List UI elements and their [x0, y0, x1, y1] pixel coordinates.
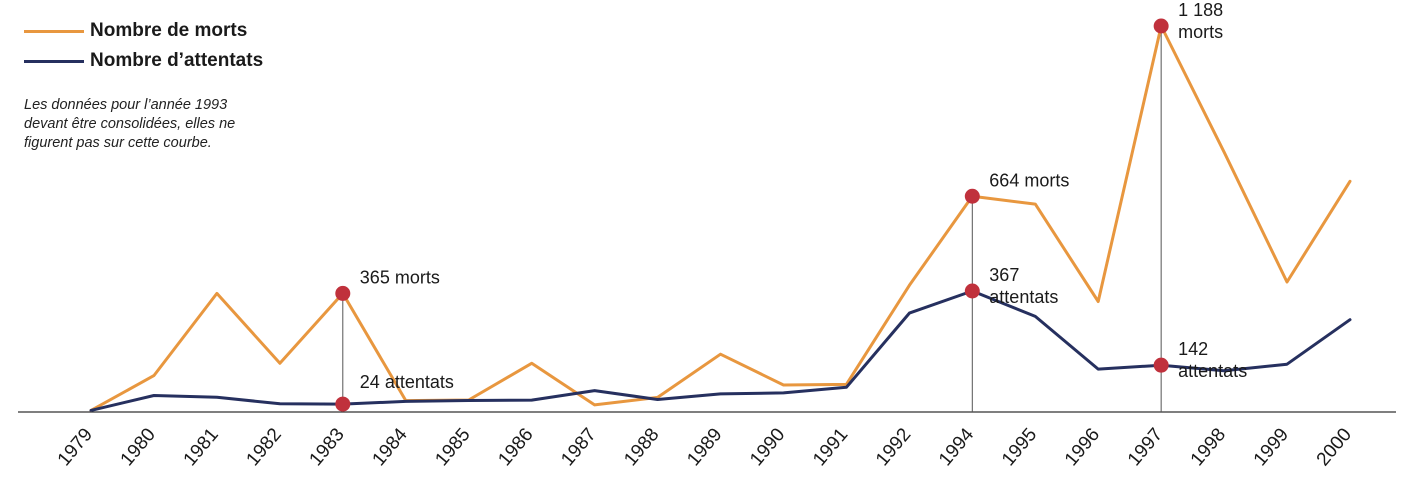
- data-label: 24 attentats: [360, 372, 454, 392]
- x-tick-label: 2000: [1313, 424, 1356, 470]
- data-label: attentats: [1178, 361, 1247, 381]
- x-tick-label: 1981: [180, 424, 223, 470]
- data-label: 664 morts: [989, 170, 1069, 190]
- x-tick-label: 1980: [117, 424, 160, 470]
- data-label: attentats: [989, 287, 1058, 307]
- data-label: 367: [989, 265, 1019, 285]
- legend: Nombre de morts Nombre d’attentats: [24, 16, 263, 76]
- x-tick-label: 1990: [746, 424, 789, 470]
- legend-swatch-deaths: [24, 29, 84, 33]
- data-label: 365 morts: [360, 267, 440, 287]
- data-label: 142: [1178, 339, 1208, 359]
- legend-item-attacks: Nombre d’attentats: [24, 46, 263, 76]
- data-label: morts: [1178, 22, 1223, 42]
- series-line-deaths: [89, 24, 1352, 412]
- x-tick-label: 1994: [935, 424, 979, 470]
- x-tick-label: 1987: [557, 424, 600, 470]
- x-tick-label: 1985: [431, 424, 474, 470]
- marker-attacks: [1153, 357, 1169, 373]
- legend-swatch-attacks: [24, 59, 84, 63]
- series-line-attacks: [89, 289, 1352, 412]
- x-tick-label: 1979: [54, 424, 97, 470]
- x-tick-label: 1998: [1187, 424, 1230, 470]
- marker-deaths: [964, 188, 980, 204]
- x-tick-label: 1983: [306, 424, 349, 470]
- marker-deaths: [335, 285, 351, 301]
- data-note-line: devant être consolidées, elles ne: [24, 116, 236, 132]
- data-note-line: figurent pas sur cette courbe.: [24, 135, 212, 151]
- legend-label-attacks: Nombre d’attentats: [90, 50, 264, 71]
- marker-attacks: [964, 283, 980, 299]
- legend-label-deaths: Nombre de morts: [90, 20, 248, 41]
- data-note-line: Les données pour l’année 1993: [24, 97, 228, 113]
- legend-item-deaths: Nombre de morts: [24, 16, 263, 46]
- x-tick-label: 1991: [809, 424, 852, 470]
- data-note: Les données pour l’année 1993 devant êtr…: [24, 96, 324, 153]
- x-tick-label: 1996: [1061, 424, 1104, 470]
- x-tick-label: 1995: [998, 424, 1041, 470]
- marker-deaths: [1153, 18, 1169, 34]
- x-tick-label: 1989: [683, 424, 726, 470]
- data-label: 1 188: [1178, 0, 1223, 20]
- x-tick-label: 1984: [368, 424, 412, 470]
- x-tick-label: 1997: [1124, 424, 1167, 470]
- x-tick-label: 1992: [872, 424, 915, 470]
- x-tick-label: 1982: [243, 424, 286, 470]
- x-tick-label: 1986: [494, 424, 537, 470]
- x-tick-label: 1999: [1250, 424, 1293, 470]
- marker-attacks: [335, 396, 351, 412]
- x-tick-label: 1988: [620, 424, 663, 470]
